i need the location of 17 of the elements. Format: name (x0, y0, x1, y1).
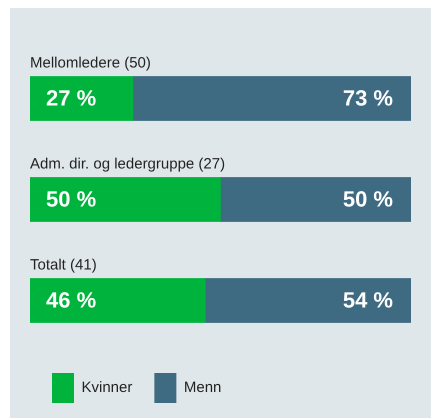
data-label: 46 % (46, 288, 96, 313)
data-label: 54 % (342, 288, 393, 313)
bar (204, 278, 411, 323)
bar (220, 177, 411, 222)
legend-label: Kvinner (82, 379, 132, 396)
data-label: 50 % (46, 186, 96, 212)
y-tick-label: Adm. dir. og ledergruppe (27) (30, 156, 226, 173)
data-label: 50 % (342, 186, 393, 212)
bar (30, 76, 134, 121)
data-label: 27 % (46, 86, 96, 111)
bar (30, 177, 221, 222)
y-tick-label: Totalt (41) (30, 256, 97, 274)
data-label: 73 % (342, 86, 393, 111)
y-tick-label: Mellomledere (50) (30, 54, 151, 72)
bar (132, 76, 411, 121)
legend-label: Menn (184, 379, 222, 396)
bar (30, 278, 206, 323)
